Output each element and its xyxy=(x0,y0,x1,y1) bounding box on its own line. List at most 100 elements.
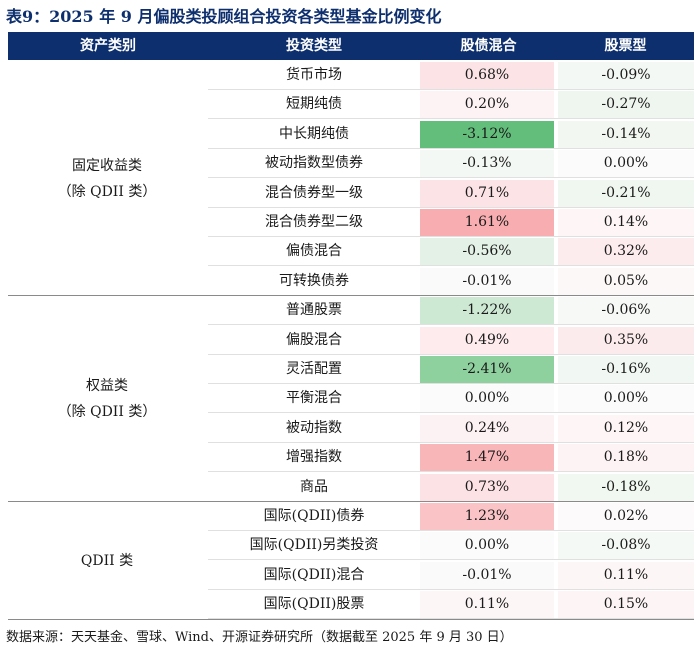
stock-value: -0.09% xyxy=(558,62,694,89)
stock-value: 0.05% xyxy=(558,267,694,295)
table-row: 被动指数型债券 -0.13% 0.00% xyxy=(8,149,694,179)
table-row: 国际(QDII)混合 -0.01% 0.11% xyxy=(8,561,694,590)
asset-class-name: QDII 类 xyxy=(80,552,134,569)
stock-value: -0.16% xyxy=(558,356,694,383)
row-divider xyxy=(208,177,694,179)
table-row: 短期纯债 0.20% -0.27% xyxy=(8,90,694,120)
stock-value: -0.06% xyxy=(558,297,694,325)
table-row: 货币市场 0.68% -0.09% xyxy=(8,61,694,90)
row-divider xyxy=(208,265,694,267)
table-row: 混合债券型二级 1.61% 0.14% xyxy=(8,208,694,237)
fund-type-cell: 混合债券型二级 xyxy=(265,214,363,230)
table-row: 国际(QDII)债券 1.23% 0.02% xyxy=(8,502,694,531)
header-asset-class: 资产类别 xyxy=(80,38,136,54)
fund-type-cell: 国际(QDII)混合 xyxy=(263,566,365,583)
table-row: 被动指数 0.24% 0.12% xyxy=(8,414,694,443)
mixed-bond-value: 1.61% xyxy=(420,209,554,236)
mixed-bond-value: -0.01% xyxy=(420,561,554,589)
stock-value: 0.15% xyxy=(558,591,694,619)
stock-value: 0.35% xyxy=(558,326,694,354)
stock-value: -0.08% xyxy=(558,532,694,560)
stock-value: -0.21% xyxy=(558,179,694,207)
row-divider xyxy=(208,353,694,355)
mixed-bond-value: -2.41% xyxy=(420,356,554,383)
stock-value: 0.11% xyxy=(558,561,694,589)
stock-value: 0.18% xyxy=(558,444,694,472)
fund-type-cell: 普通股票 xyxy=(286,302,342,319)
table-title: 表9：2025 年 9 月偏股类投顾组合投资各类型基金比例变化 xyxy=(6,7,442,26)
stock-value: -0.18% xyxy=(558,473,694,501)
table-row: 混合债券型一级 0.71% -0.21% xyxy=(8,179,694,208)
asset-class-label: QDII 类 xyxy=(8,548,206,574)
asset-class-label: 固定收益类 （除 QDII 类） xyxy=(8,153,206,205)
row-divider xyxy=(208,412,694,414)
fund-type-cell: 被动指数型债券 xyxy=(265,155,363,172)
row-divider xyxy=(208,118,694,120)
group-divider xyxy=(8,618,694,620)
fund-type-cell: 平衡混合 xyxy=(286,390,342,407)
fund-type-cell: 灵活配置 xyxy=(286,361,342,377)
header-fund-type: 投资类型 xyxy=(286,38,342,54)
mixed-bond-value: 0.68% xyxy=(420,62,554,89)
mixed-bond-value: -1.22% xyxy=(420,297,554,325)
table-row: 商品 0.73% -0.18% xyxy=(8,473,694,502)
table-header: 资产类别 投资类型 股债混合 股票型 xyxy=(8,32,694,60)
stock-value: 0.00% xyxy=(558,150,694,178)
fund-type-cell: 商品 xyxy=(300,478,328,495)
fund-type-cell: 混合债券型一级 xyxy=(265,184,363,201)
fund-type-cell: 中长期纯债 xyxy=(279,125,349,142)
table-row: 国际(QDII)另类投资 0.00% -0.08% xyxy=(8,531,694,561)
mixed-bond-value: 1.47% xyxy=(420,444,554,472)
row-divider xyxy=(208,147,694,149)
table-row: 平衡混合 0.00% 0.00% xyxy=(8,384,694,414)
asset-class-note: （除 QDII 类） xyxy=(57,404,157,421)
fund-type-cell: 短期纯债 xyxy=(286,96,342,113)
mixed-bond-value: 0.71% xyxy=(420,179,554,207)
mixed-bond-value: -0.56% xyxy=(420,238,554,266)
fund-type-cell: 国际(QDII)另类投资 xyxy=(249,537,379,554)
row-divider xyxy=(208,441,694,443)
table-row: 中长期纯债 -3.12% -0.14% xyxy=(8,120,694,149)
row-divider xyxy=(208,588,694,590)
table-row: 偏股混合 0.49% 0.35% xyxy=(8,326,694,355)
fund-type-cell: 可转换债券 xyxy=(279,272,349,289)
group-divider xyxy=(8,295,694,297)
row-divider xyxy=(208,206,694,208)
group-divider xyxy=(8,501,694,502)
stock-value: 0.32% xyxy=(558,238,694,266)
mixed-bond-value: 0.49% xyxy=(420,326,554,354)
row-divider xyxy=(208,471,694,473)
row-divider xyxy=(208,559,694,561)
mixed-bond-value: 0.00% xyxy=(420,385,554,413)
table-row: 国际(QDII)股票 0.11% 0.15% xyxy=(8,590,694,620)
source-footnote: 数据来源：天天基金、雪球、Wind、开源证券研究所（数据截至 2025 年 9 … xyxy=(6,630,513,645)
table-row: 灵活配置 -2.41% -0.16% xyxy=(8,355,694,384)
row-divider xyxy=(208,530,694,531)
table-row: 普通股票 -1.22% -0.06% xyxy=(8,296,694,326)
mixed-bond-value: 1.23% xyxy=(420,503,554,530)
fund-type-cell: 货币市场 xyxy=(286,67,342,83)
stock-value: 0.02% xyxy=(558,503,694,530)
mixed-bond-value: 0.24% xyxy=(420,414,554,442)
asset-class-name: 固定收益类 xyxy=(72,157,142,174)
stock-value: 0.14% xyxy=(558,209,694,236)
table-row: 偏债混合 -0.56% 0.32% xyxy=(8,237,694,267)
fund-type-cell: 偏股混合 xyxy=(286,331,342,348)
stock-value: -0.14% xyxy=(558,120,694,148)
stock-value: -0.27% xyxy=(558,91,694,119)
table-row: 增强指数 1.47% 0.18% xyxy=(8,443,694,473)
header-mixed-bond: 股债混合 xyxy=(460,38,517,54)
mixed-bond-value: 0.00% xyxy=(420,532,554,560)
fund-type-cell: 增强指数 xyxy=(286,449,342,466)
fund-type-cell: 国际(QDII)债券 xyxy=(263,508,365,524)
mixed-bond-value: 0.11% xyxy=(420,591,554,619)
stock-value: 0.12% xyxy=(558,414,694,442)
table-row: 可转换债券 -0.01% 0.05% xyxy=(8,267,694,296)
asset-class-note: （除 QDII 类） xyxy=(57,183,157,200)
asset-class-name: 权益类 xyxy=(86,378,128,395)
row-divider xyxy=(208,236,694,237)
mixed-bond-value: -0.01% xyxy=(420,267,554,295)
fund-type-cell: 被动指数 xyxy=(286,419,342,436)
row-divider xyxy=(208,89,694,90)
fund-type-cell: 偏债混合 xyxy=(286,243,342,260)
